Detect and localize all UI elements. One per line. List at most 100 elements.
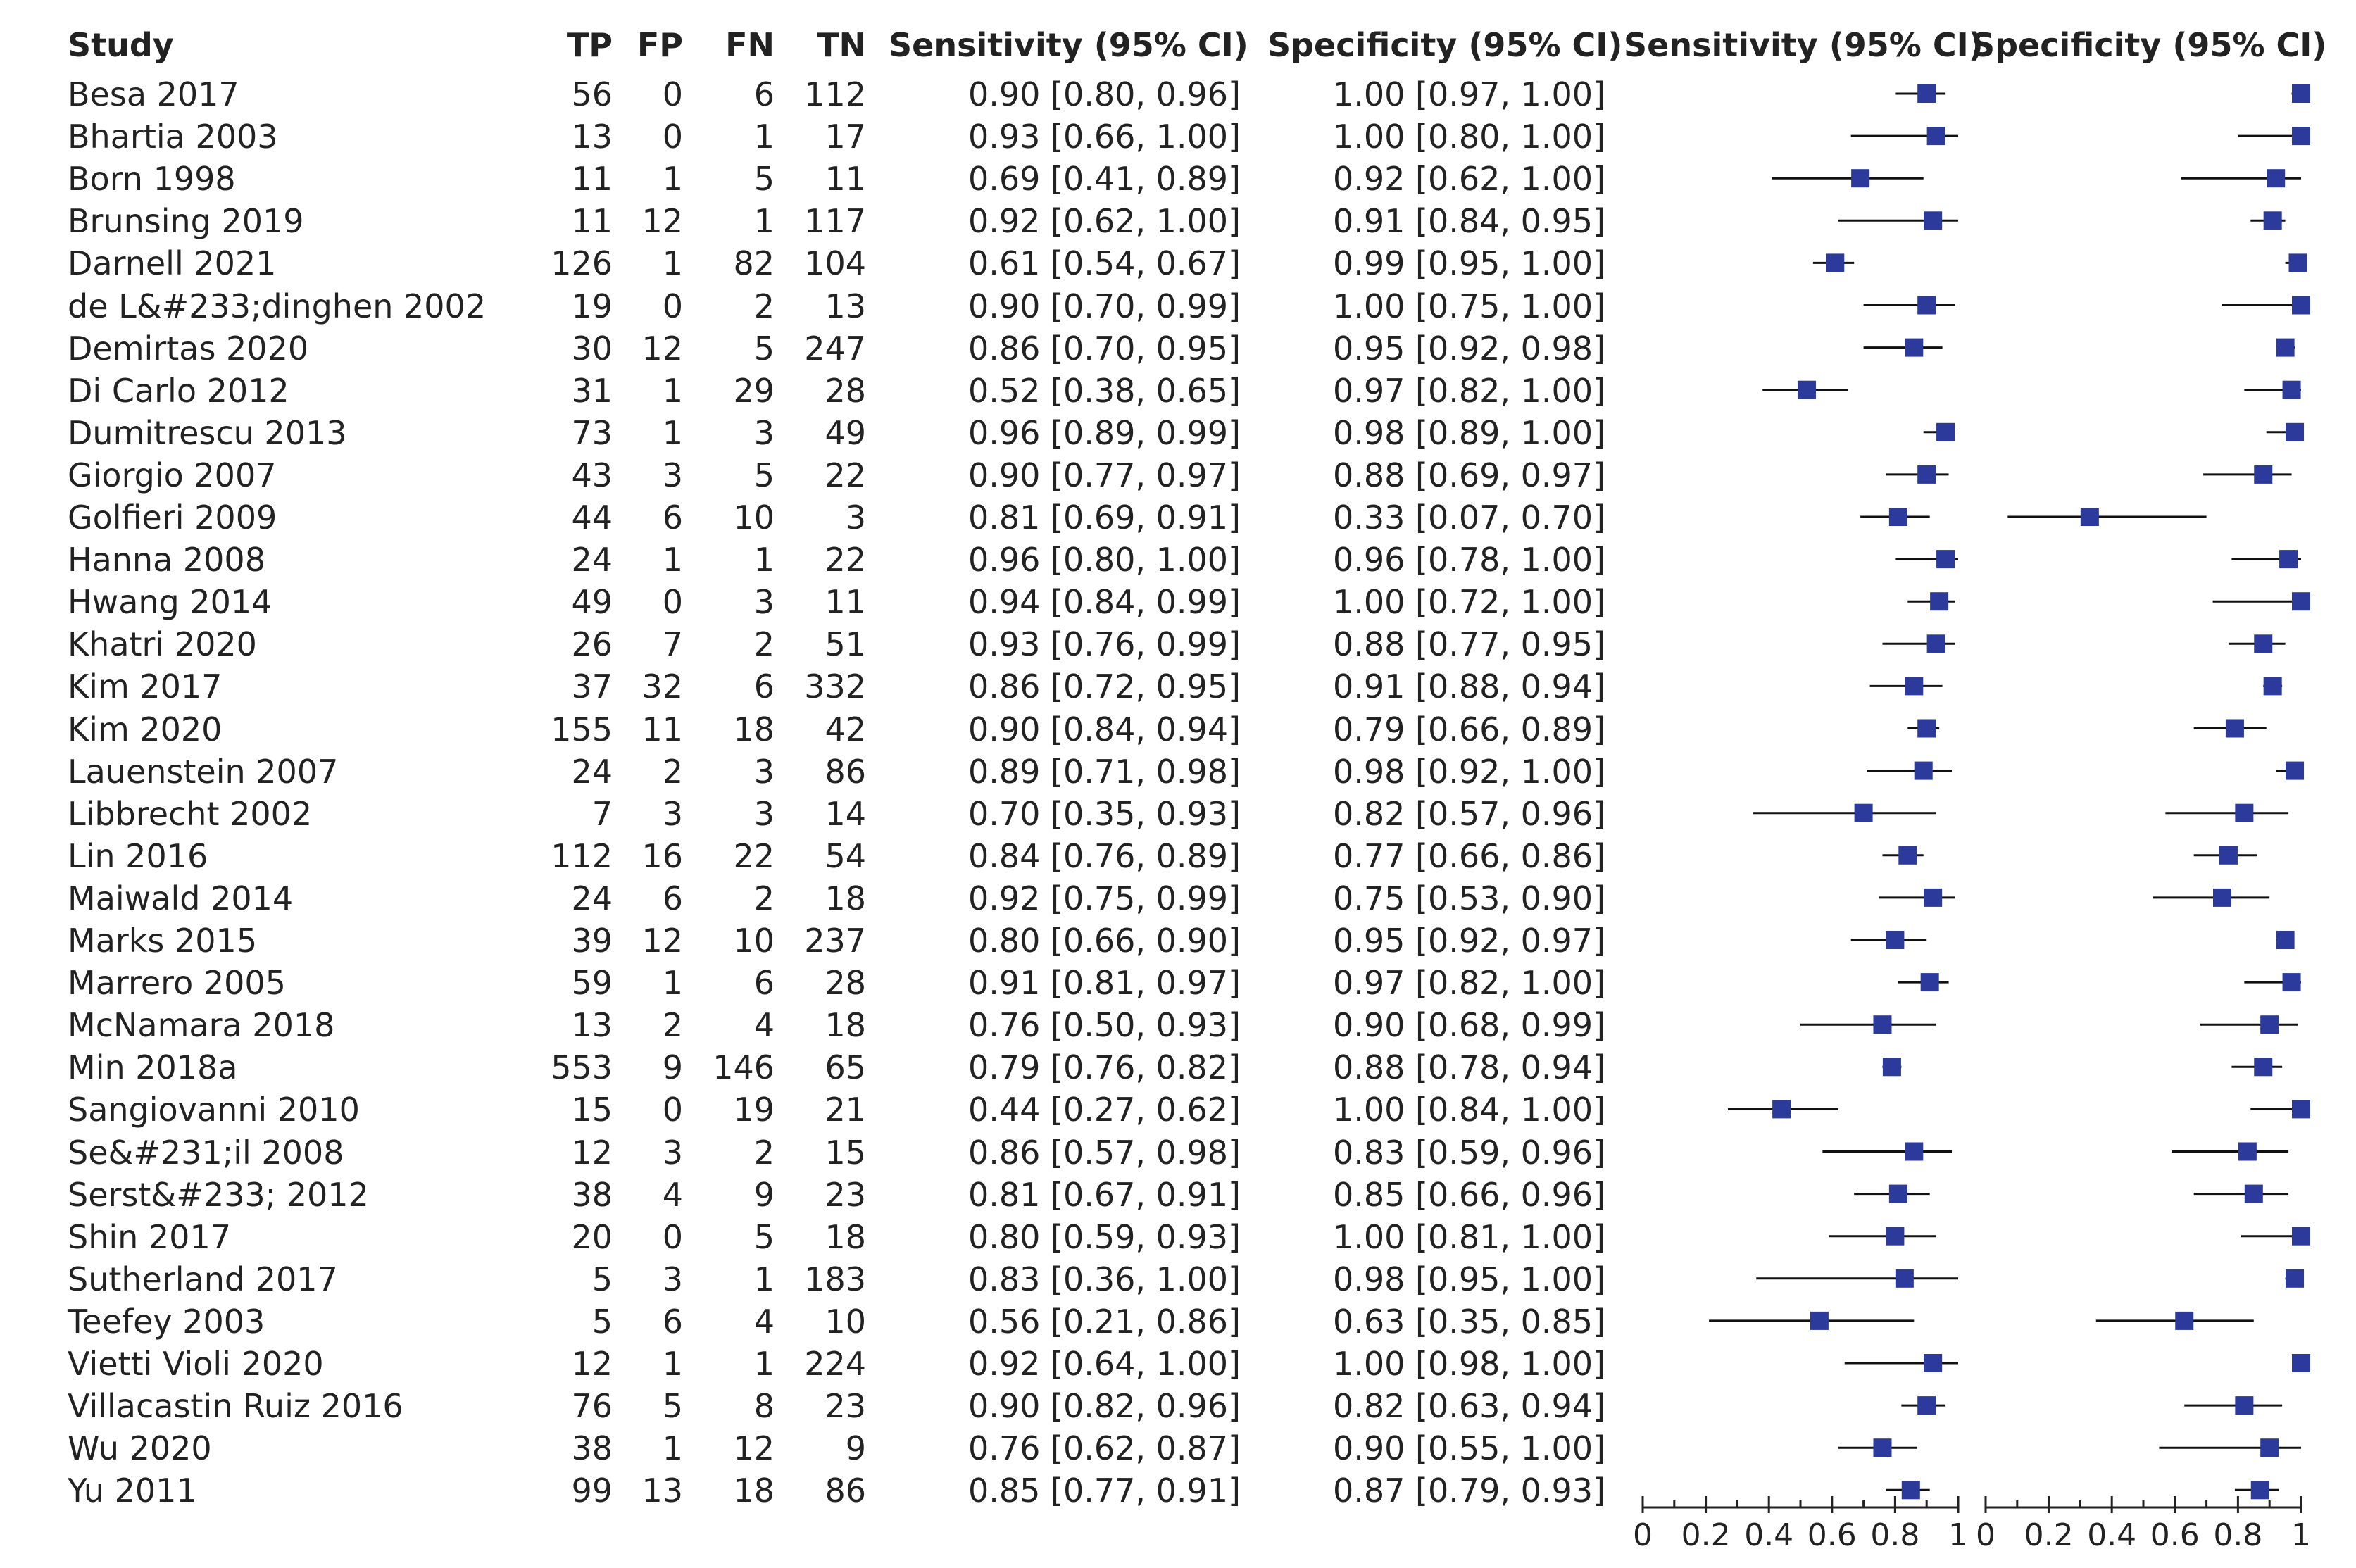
sensitivity-point (1810, 1311, 1829, 1330)
tp-value: 44 (571, 498, 613, 537)
sensitivity-point (1917, 296, 1936, 315)
study-name: Di Carlo 2012 (68, 371, 289, 410)
fn-value: 29 (733, 371, 775, 410)
sensitivity-point (1905, 338, 1924, 357)
tp-value: 56 (571, 75, 613, 113)
study-name: Sangiovanni 2010 (68, 1091, 360, 1129)
tn-value: 224 (804, 1345, 866, 1383)
tn-value: 21 (825, 1091, 866, 1129)
tn-value: 10 (825, 1302, 866, 1341)
tn-value: 65 (825, 1048, 866, 1087)
tn-value: 23 (825, 1175, 866, 1214)
specificity-ci-value: 0.75 [0.53, 0.90] (1332, 879, 1605, 917)
fn-value: 1 (753, 541, 775, 579)
sensitivity-tick-label: 0.2 (1681, 1517, 1731, 1553)
specificity-point (2276, 338, 2295, 357)
specificity-point (2292, 296, 2310, 315)
specificity-ci-value: 0.63 [0.35, 0.85] (1332, 1302, 1605, 1341)
sensitivity-ci-value: 0.89 [0.71, 0.98] (967, 752, 1241, 791)
sensitivity-point (1886, 931, 1905, 949)
sensitivity-ci-value: 0.70 [0.35, 0.93] (967, 794, 1241, 833)
fn-value: 1 (753, 118, 775, 156)
specificity-tick-label: 0 (1976, 1517, 1995, 1553)
header-tn: TN (817, 26, 866, 64)
sensitivity-ci-value: 0.81 [0.69, 0.91] (967, 498, 1241, 537)
sensitivity-point (1772, 1100, 1791, 1119)
tn-value: 23 (825, 1387, 866, 1426)
specificity-point (2282, 380, 2301, 399)
fn-value: 82 (733, 244, 775, 283)
specificity-point (2219, 846, 2238, 865)
study-name: Kim 2020 (68, 710, 223, 748)
header-sensitivity-plot: Sensitivity (95% CI) (1624, 26, 1984, 64)
specificity-point (2282, 973, 2301, 992)
tp-value: 11 (571, 160, 613, 199)
sensitivity-tick-label: 0.8 (1870, 1517, 1919, 1553)
specificity-point (2254, 465, 2273, 484)
specificity-ci-value: 0.88 [0.77, 0.95] (1332, 625, 1605, 664)
specificity-point (2254, 634, 2273, 653)
sensitivity-point (1936, 550, 1955, 569)
specificity-point (2286, 1269, 2305, 1288)
sensitivity-ci-value: 0.92 [0.75, 0.99] (967, 879, 1241, 917)
fp-value: 12 (641, 329, 683, 368)
study-name: Giorgio 2007 (68, 456, 277, 494)
tp-value: 76 (571, 1387, 613, 1426)
study-name: Teefey 2003 (68, 1302, 265, 1341)
specificity-ci-value: 0.88 [0.69, 0.97] (1332, 456, 1605, 494)
fn-value: 6 (753, 964, 775, 1003)
header-specificity-ci: Specificity (95% CI) (1267, 26, 1623, 64)
specificity-tick-label: 0.2 (2024, 1517, 2074, 1553)
tn-value: 51 (825, 625, 866, 664)
tp-value: 13 (571, 118, 613, 156)
study-name: Marks 2015 (68, 922, 258, 960)
fn-value: 22 (733, 836, 775, 875)
sensitivity-point (1930, 592, 1949, 611)
sensitivity-ci-value: 0.86 [0.70, 0.95] (967, 329, 1241, 368)
fp-value: 12 (641, 202, 683, 241)
sensitivity-ci-value: 0.61 [0.54, 0.67] (967, 244, 1241, 283)
specificity-ci-value: 0.99 [0.95, 1.00] (1332, 244, 1605, 283)
fp-value: 3 (662, 794, 683, 833)
fp-value: 16 (641, 836, 683, 875)
fn-value: 4 (753, 1006, 775, 1045)
sensitivity-tick-label: 0 (1633, 1517, 1653, 1553)
sensitivity-point (1936, 422, 1955, 441)
study-name: Se&#231;il 2008 (68, 1133, 344, 1172)
study-name: Maiwald 2014 (68, 879, 294, 917)
specificity-ci-value: 0.96 [0.78, 1.00] (1332, 541, 1605, 579)
tp-value: 5 (591, 1302, 613, 1341)
tp-value: 20 (571, 1217, 613, 1256)
header-fn: FN (725, 26, 775, 64)
specificity-ci-value: 1.00 [0.80, 1.00] (1332, 118, 1605, 156)
fp-value: 6 (662, 879, 683, 917)
sensitivity-ci-value: 0.81 [0.67, 0.91] (967, 1175, 1241, 1214)
sensitivity-point (1882, 1058, 1901, 1077)
study-name: Dumitrescu 2013 (68, 413, 347, 452)
study-name: Hwang 2014 (68, 583, 272, 622)
specificity-ci-value: 1.00 [0.72, 1.00] (1332, 583, 1605, 622)
tn-value: 11 (825, 160, 866, 199)
sensitivity-ci-value: 0.85 [0.77, 0.91] (967, 1472, 1241, 1510)
fp-value: 0 (662, 118, 683, 156)
tp-value: 13 (571, 1006, 613, 1045)
specificity-ci-value: 0.92 [0.62, 1.00] (1332, 160, 1605, 199)
sensitivity-point (1914, 761, 1933, 780)
specificity-tick-label: 0.4 (2087, 1517, 2136, 1553)
fn-value: 18 (733, 710, 775, 748)
study-name: Demirtas 2020 (68, 329, 309, 368)
tp-value: 19 (571, 287, 613, 325)
tn-value: 22 (825, 456, 866, 494)
fp-value: 0 (662, 75, 683, 113)
fn-value: 10 (733, 498, 775, 537)
fn-value: 146 (713, 1048, 775, 1087)
tp-value: 12 (571, 1345, 613, 1383)
tp-value: 24 (571, 752, 613, 791)
sensitivity-point (1873, 1015, 1892, 1034)
fn-value: 12 (733, 1429, 775, 1468)
specificity-ci-value: 0.85 [0.66, 0.96] (1332, 1175, 1605, 1214)
tn-value: 18 (825, 1006, 866, 1045)
study-name: Besa 2017 (68, 75, 239, 113)
study-name: Hanna 2008 (68, 541, 265, 579)
specificity-tick-label: 1 (2291, 1517, 2311, 1553)
